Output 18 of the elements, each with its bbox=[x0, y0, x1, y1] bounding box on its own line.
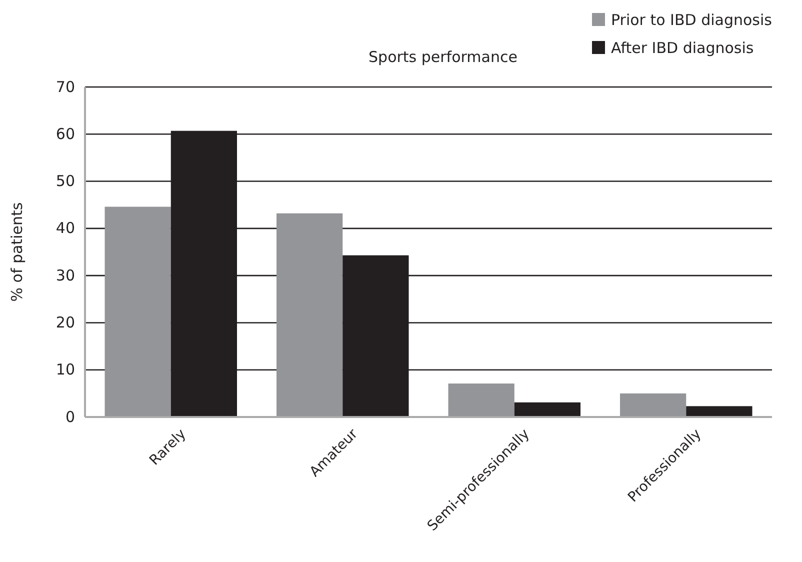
bar bbox=[514, 402, 580, 417]
bar bbox=[686, 406, 752, 417]
legend-label: Prior to IBD diagnosis bbox=[611, 11, 772, 29]
y-tick-label: 70 bbox=[56, 78, 75, 96]
y-tick-label: 60 bbox=[56, 124, 75, 143]
y-tick-label: 40 bbox=[56, 219, 75, 238]
y-tick-label: 30 bbox=[56, 266, 75, 284]
chart-title: Sports performance bbox=[368, 48, 518, 66]
y-tick-label: 0 bbox=[65, 408, 75, 426]
bar bbox=[276, 213, 343, 417]
bar bbox=[104, 206, 171, 417]
legend-label: After IBD diagnosis bbox=[611, 39, 754, 57]
y-axis-title: % of patients bbox=[8, 202, 26, 302]
bar bbox=[448, 384, 514, 417]
bar bbox=[620, 393, 686, 417]
y-tick-label: 20 bbox=[56, 314, 75, 332]
y-tick-label: 50 bbox=[56, 172, 75, 190]
y-tick-label: 10 bbox=[56, 360, 75, 379]
